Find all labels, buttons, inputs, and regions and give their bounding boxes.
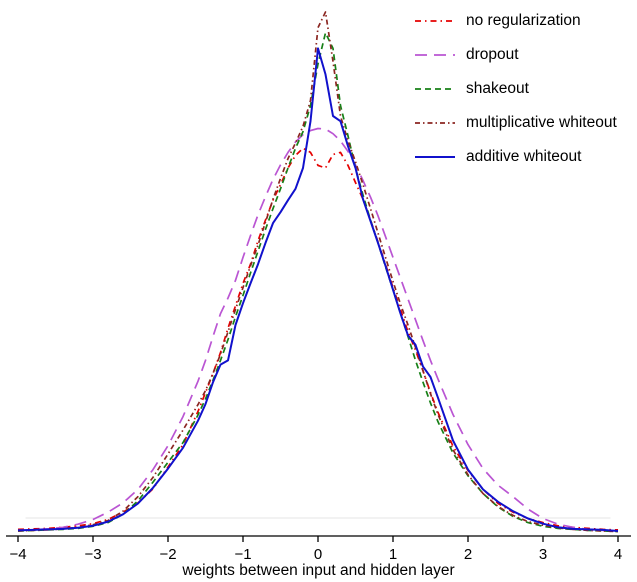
x-axis-label: weights between input and hidden layer (182, 562, 455, 579)
x-tick-label: −3 (84, 546, 101, 563)
series-line-additive-whiteout (17, 47, 619, 532)
legend-line-sample (415, 54, 455, 56)
x-tick-label: −1 (234, 546, 251, 563)
series-line-dropout (17, 127, 619, 532)
series-line-multiplicative-whiteout (17, 11, 619, 533)
legend-item: dropout (414, 38, 617, 72)
series-line-no-regularization (17, 147, 619, 531)
x-tick-label: 1 (389, 546, 397, 563)
x-tick-label: −2 (159, 546, 176, 563)
x-tick-label: 0 (314, 546, 322, 563)
legend-label: multiplicative whiteout (466, 114, 617, 131)
legend-line-sample (415, 20, 455, 22)
legend-label: dropout (466, 46, 519, 63)
legend-item: additive whiteout (414, 140, 617, 174)
legend-label: no regularization (466, 12, 581, 29)
x-tick-label: −4 (9, 546, 26, 563)
legend-label: shakeout (466, 80, 529, 97)
legend-line-sample (415, 88, 455, 90)
legend-item: no regularization (414, 4, 617, 38)
x-tick-label: 4 (614, 546, 622, 563)
series-line-shakeout (17, 31, 619, 533)
legend-item: shakeout (414, 72, 617, 106)
legend-label: additive whiteout (466, 148, 582, 165)
legend-line-sample (415, 156, 455, 158)
legend: no regularization dropout shakeout multi… (414, 4, 617, 174)
x-tick-label: 2 (464, 546, 472, 563)
legend-line-sample (415, 122, 455, 124)
x-tick-label: 3 (539, 546, 547, 563)
legend-item: multiplicative whiteout (414, 106, 617, 140)
